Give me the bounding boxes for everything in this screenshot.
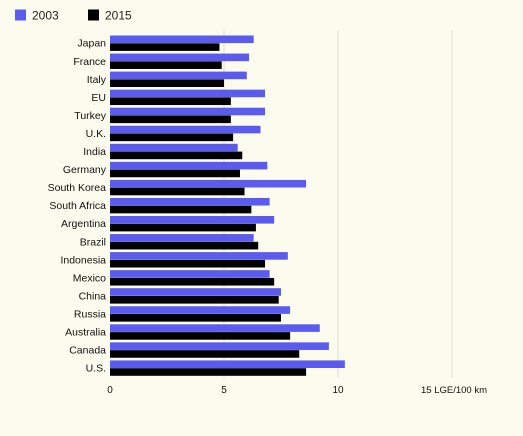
x-tick-label: 10 [332, 385, 344, 396]
bar-2015-germany [110, 169, 240, 178]
bar-2003-australia [110, 324, 320, 332]
x-tick-label: 5 [221, 385, 227, 396]
bar-2015-u-k- [110, 133, 234, 142]
bar-2015-mexico [110, 277, 275, 286]
bar-2003-turkey [110, 107, 266, 116]
category-label: Turkey [74, 110, 106, 122]
bar-2003-russia [110, 306, 291, 314]
bar-2003-india [110, 143, 238, 152]
category-label: EU [91, 92, 106, 104]
bar-2003-south-korea [110, 179, 307, 188]
category-label: South Korea [48, 182, 107, 194]
category-label: U.K. [86, 128, 106, 140]
category-labels: Japan France Italy EU Turkey U.K. India Germany… [48, 38, 107, 375]
category-label: Mexico [73, 272, 106, 284]
category-label: India [83, 146, 106, 158]
category-label: U.S. [86, 363, 106, 375]
legend-swatch-2015 [88, 9, 99, 21]
x-axis-tick-labels: 0 5 10 15 LGE/100 km [107, 385, 487, 396]
bar-2015-indonesia [110, 259, 266, 268]
bar-2003-brazil [110, 234, 254, 242]
bar-2003-italy [110, 71, 247, 80]
bar-2003-eu [110, 89, 266, 98]
category-label: Japan [77, 38, 106, 50]
bar-2015-south-africa [110, 205, 252, 214]
legend-label-2015: 2015 [105, 9, 132, 23]
legend: 2003 2015 [15, 9, 132, 23]
bar-2015-south-korea [110, 187, 245, 196]
legend-label-2003: 2003 [32, 9, 59, 23]
category-label: Indonesia [60, 254, 106, 266]
bar-2003-mexico [110, 270, 270, 278]
bar-2015-turkey [110, 115, 231, 124]
bar-2015-russia [110, 314, 281, 322]
bar-2003-indonesia [110, 252, 288, 260]
bar-2015-india [110, 151, 243, 160]
bars [110, 35, 345, 376]
x-tick-label: 15 LGE/100 km [421, 385, 487, 396]
bar-2003-china [110, 288, 281, 296]
category-label: Canada [69, 345, 106, 357]
bar-2015-eu [110, 97, 231, 106]
category-label: France [73, 56, 106, 68]
bar-2015-australia [110, 332, 291, 340]
legend-swatch-2003 [15, 9, 26, 21]
bar-2003-france [110, 53, 250, 62]
bar-2015-italy [110, 79, 224, 87]
category-label: Russia [74, 308, 106, 320]
category-label: Brazil [80, 236, 106, 248]
bar-2003-u-s- [110, 360, 345, 368]
bar-2003-argentina [110, 216, 275, 224]
bar-2003-u-k- [110, 125, 261, 134]
category-label: Australia [65, 327, 106, 339]
category-label: Italy [87, 74, 107, 86]
bar-2015-brazil [110, 241, 259, 250]
bar-2003-japan [110, 35, 254, 44]
category-label: Argentina [61, 218, 106, 230]
bar-2015-china [110, 296, 279, 304]
category-label: Germany [63, 164, 107, 176]
bar-2015-france [110, 61, 222, 69]
bar-2015-japan [110, 43, 220, 51]
category-label: China [79, 290, 107, 302]
bar-2003-south-africa [110, 197, 270, 206]
bar-2003-canada [110, 342, 329, 350]
category-label: South Africa [49, 200, 106, 212]
bar-2015-canada [110, 350, 300, 358]
x-tick-label: 0 [107, 385, 113, 396]
bar-2015-u-s- [110, 368, 307, 376]
bar-2015-argentina [110, 223, 256, 232]
bar-2003-germany [110, 161, 268, 170]
